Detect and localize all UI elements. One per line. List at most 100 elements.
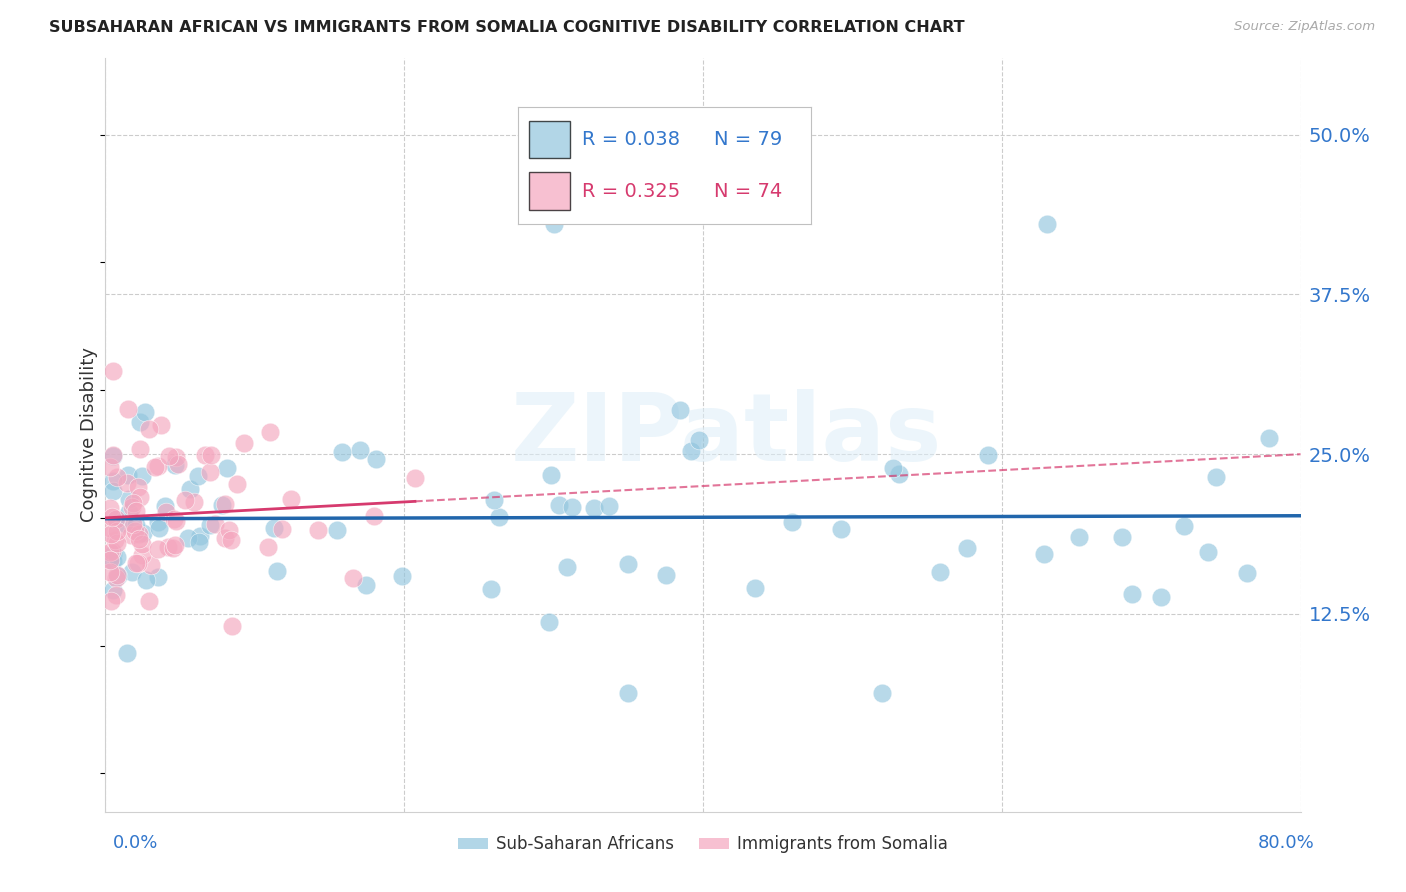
Point — [326, 524, 349, 538]
Point — [122, 516, 145, 531]
Point — [103, 448, 125, 462]
Point — [233, 436, 256, 450]
Point — [118, 491, 141, 506]
Point — [134, 405, 156, 419]
Point — [259, 425, 281, 440]
Point — [266, 564, 288, 578]
Point — [1149, 591, 1171, 605]
Point — [105, 568, 128, 582]
Point — [668, 402, 690, 417]
Point — [617, 558, 640, 572]
Point — [128, 532, 150, 546]
Point — [129, 442, 152, 457]
Point — [194, 448, 217, 462]
Point — [1197, 545, 1219, 559]
Point — [165, 538, 187, 552]
Point — [138, 594, 160, 608]
Point — [1035, 217, 1057, 231]
Point — [200, 448, 222, 462]
Point — [179, 482, 201, 496]
Point — [183, 495, 205, 509]
Point — [404, 471, 426, 485]
Point — [679, 444, 702, 458]
Point — [173, 492, 195, 507]
Point — [307, 523, 329, 537]
Point — [101, 583, 124, 598]
Point — [101, 364, 124, 378]
Point — [98, 565, 121, 579]
Point — [100, 594, 122, 608]
Legend: Sub-Saharan Africans, Immigrants from Somalia: Sub-Saharan Africans, Immigrants from So… — [451, 829, 955, 860]
Point — [98, 553, 121, 567]
Point — [956, 541, 979, 556]
Point — [561, 500, 583, 514]
Point — [204, 516, 226, 531]
Point — [214, 531, 236, 545]
Point — [617, 686, 640, 700]
Point — [98, 521, 121, 535]
Point — [135, 573, 157, 587]
Point — [156, 541, 179, 555]
Point — [349, 443, 371, 458]
Y-axis label: Cognitive Disability: Cognitive Disability — [80, 347, 98, 523]
Point — [162, 541, 184, 556]
Point — [280, 492, 302, 507]
Point — [131, 536, 153, 550]
Point — [107, 568, 129, 582]
Point — [131, 469, 153, 483]
Point — [540, 468, 562, 483]
Point — [157, 449, 180, 463]
Point — [117, 476, 139, 491]
Point — [148, 542, 170, 557]
Point — [105, 470, 128, 484]
Point — [488, 510, 510, 524]
Point — [105, 571, 128, 585]
Point — [257, 540, 280, 554]
Point — [117, 402, 139, 417]
Point — [167, 458, 190, 472]
Point — [112, 516, 135, 531]
Point — [148, 521, 170, 535]
Point — [125, 557, 148, 571]
Point — [101, 547, 124, 561]
Point — [148, 515, 170, 529]
Point — [929, 565, 952, 579]
Point — [583, 501, 606, 516]
Point — [105, 588, 128, 602]
Point — [598, 499, 620, 513]
Point — [105, 549, 128, 564]
Point — [198, 518, 221, 533]
Point — [146, 458, 169, 473]
Point — [226, 477, 249, 491]
Point — [105, 536, 128, 550]
Point — [127, 480, 149, 494]
Point — [543, 217, 565, 231]
Point — [128, 490, 150, 504]
Point — [155, 505, 177, 519]
Point — [219, 533, 242, 548]
Point — [688, 433, 710, 447]
Text: SUBSAHARAN AFRICAN VS IMMIGRANTS FROM SOMALIA COGNITIVE DISABILITY CORRELATION C: SUBSAHARAN AFRICAN VS IMMIGRANTS FROM SO… — [49, 20, 965, 35]
Point — [105, 512, 128, 526]
Point — [1033, 547, 1056, 561]
Point — [976, 448, 998, 462]
Point — [118, 505, 141, 519]
Point — [163, 512, 186, 526]
Point — [188, 529, 211, 543]
Point — [101, 544, 124, 558]
Point — [872, 686, 894, 700]
Point — [1173, 519, 1195, 533]
Text: 0.0%: 0.0% — [112, 834, 157, 852]
Point — [1067, 531, 1090, 545]
Point — [125, 517, 148, 532]
Point — [107, 524, 129, 538]
Point — [555, 560, 578, 574]
Point — [125, 504, 148, 518]
Point — [117, 468, 139, 483]
Point — [132, 526, 155, 541]
Point — [198, 466, 221, 480]
Point — [217, 461, 239, 475]
Point — [363, 508, 385, 523]
Point — [104, 533, 127, 547]
Point — [214, 497, 236, 511]
